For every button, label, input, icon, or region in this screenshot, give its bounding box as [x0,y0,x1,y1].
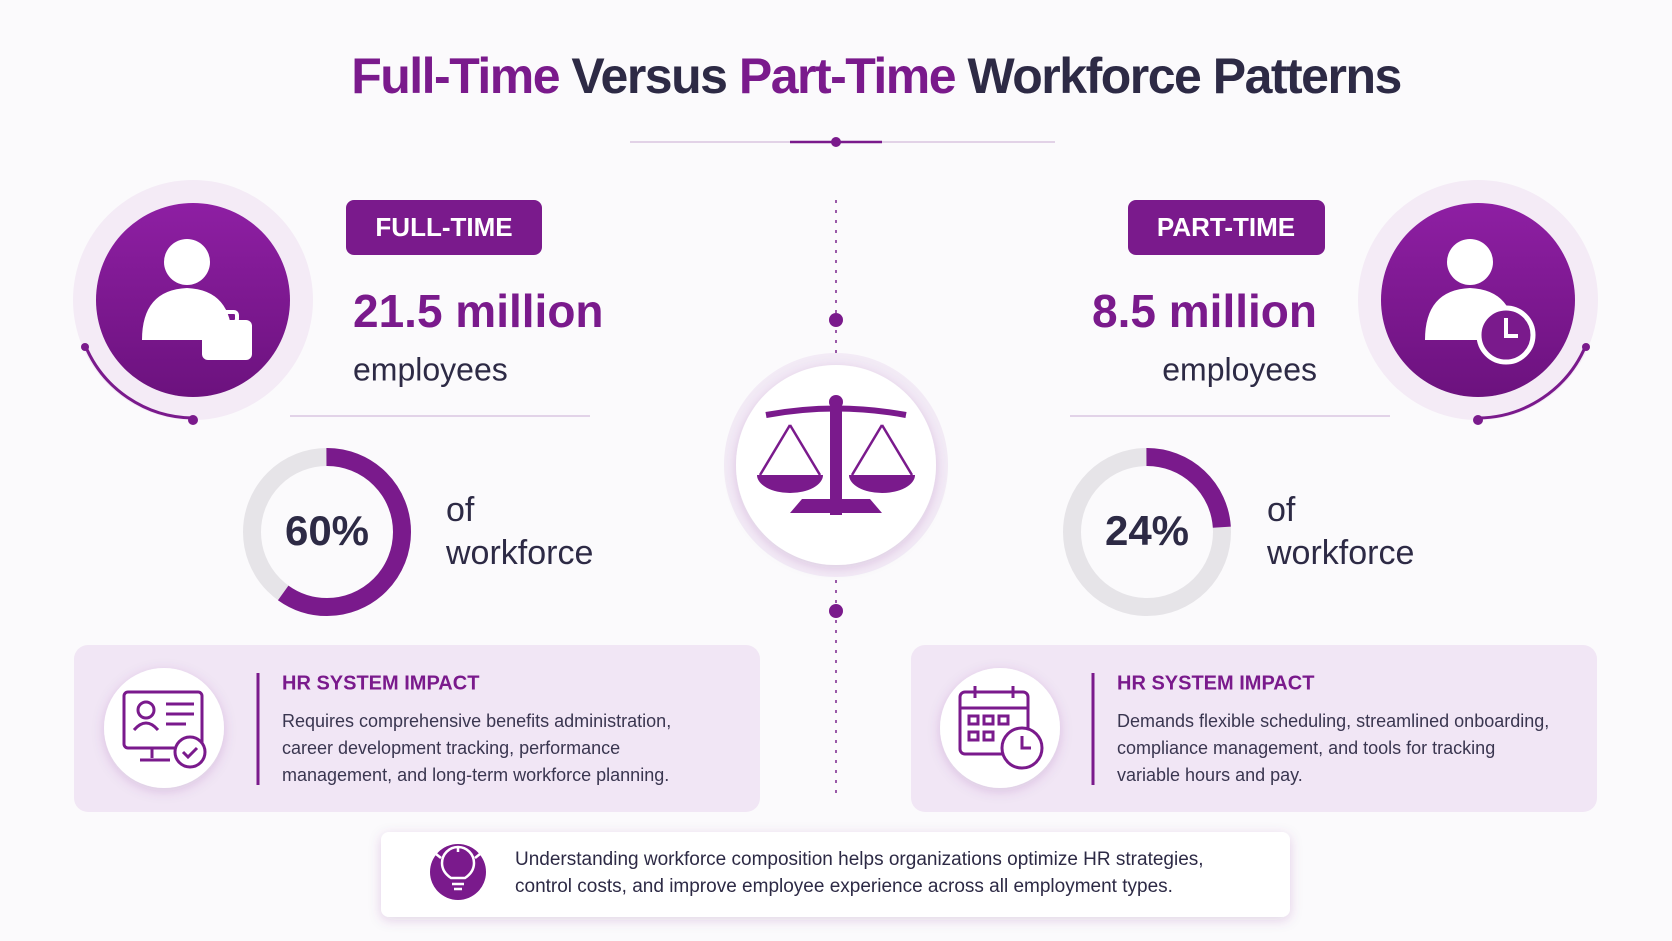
part-time-icon [1425,239,1536,365]
badge-label: PART-TIME [1157,212,1295,242]
title-dot [831,137,841,147]
badge [1128,200,1325,255]
impact-box [74,645,760,812]
donut-arc [243,448,411,616]
divider-dot [829,604,843,618]
employee-unit: employees [353,351,508,387]
footer-line: control costs, and improve employee expe… [515,876,1173,897]
share-text: workforce [445,534,593,572]
impact-icon-circle [940,668,1060,788]
divider-dot [829,313,843,327]
employee-count: 21.5 million [353,285,604,337]
impact-icon-circle [104,668,224,788]
impact-heading: HR SYSTEM IMPACT [282,672,479,694]
bulb-icon [435,845,481,891]
title: Full-Time Versus Part-Time Workforce Pat… [351,48,1401,104]
avatar-arc [1477,344,1588,420]
impact-line: management, and long-term workforce plan… [282,765,669,785]
impact-line: variable hours and pay. [1117,765,1303,785]
avatar-dot [188,415,198,425]
share-label: 60% [285,507,369,554]
badge [346,200,542,255]
employee-count: 8.5 million [1092,285,1317,337]
avatar-arc [83,344,194,420]
full-time-icon [142,239,252,360]
bulb-circle [430,844,486,900]
title-part: Workforce Patterns [967,48,1400,104]
impact-box [911,645,1597,812]
impact-line: Requires comprehensive benefits administ… [282,711,671,731]
scale-icon [757,395,915,515]
donut-arc [1063,448,1231,616]
employee-unit: employees [1162,351,1317,387]
share-text: of [446,491,475,529]
footer-box [381,832,1290,917]
impact-heading: HR SYSTEM IMPACT [1117,672,1314,694]
badge-label: FULL-TIME [375,212,512,242]
impact-icon [958,686,1044,770]
impact-icon [122,690,207,769]
impact-line: Demands flexible scheduling, streamlined… [1117,711,1549,731]
title-part: Part-Time [739,48,956,104]
title-part: Versus [571,48,726,104]
title-part: Full-Time [351,48,560,104]
share-text: of [1267,491,1296,529]
avatar-dot [1473,415,1483,425]
share-text: workforce [1266,534,1414,572]
avatar-dot [1582,343,1590,351]
avatar-dot [81,343,89,351]
impact-line: compliance management, and tools for tra… [1117,738,1495,758]
impact-line: career development tracking, performance [282,738,620,758]
share-label: 24% [1105,507,1189,554]
footer-line: Understanding workforce composition help… [515,849,1204,870]
